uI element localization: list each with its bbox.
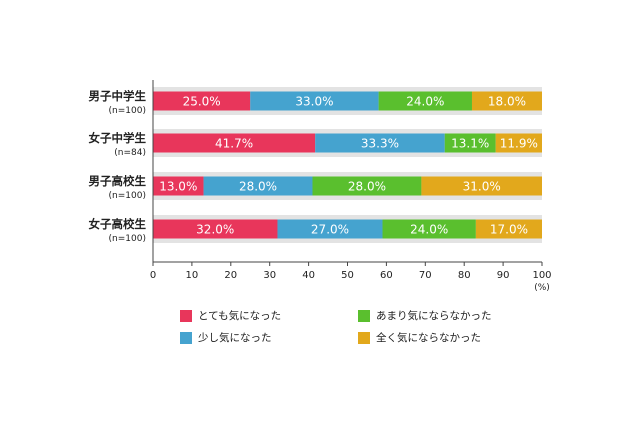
legend-swatch-not-at-all bbox=[358, 331, 370, 344]
bar-segment bbox=[277, 219, 383, 239]
bar-segment bbox=[203, 176, 313, 196]
legend-label-not-much: あまり気にならなかった bbox=[376, 310, 492, 322]
category-label: 男子中学生 bbox=[89, 89, 147, 103]
bar-segment bbox=[471, 91, 542, 111]
x-tick-label: 50 bbox=[341, 270, 354, 281]
data-label: 28.0% bbox=[348, 180, 386, 194]
x-tick-label: 0 bbox=[150, 270, 156, 281]
category-labels: 男子中学生 (n=100) 女子中学生 (n=84) 男子高校生 (n=100) 女子高校生… bbox=[89, 89, 147, 244]
bar-segment bbox=[444, 133, 496, 153]
bar-segment bbox=[153, 91, 251, 111]
data-label: 18.0% bbox=[488, 95, 526, 109]
data-label: 27.0% bbox=[311, 223, 349, 237]
data-label: 41.7% bbox=[215, 137, 253, 151]
data-label: 24.0% bbox=[410, 223, 448, 237]
category-label: 女子中学生 bbox=[89, 131, 147, 145]
legend: とても気になった 少し気になった あまり気にならなかった 全く気にならなかった bbox=[180, 308, 520, 348]
data-label: 25.0% bbox=[183, 95, 221, 109]
bar-segment bbox=[250, 91, 379, 111]
legend-label-not-at-all: 全く気にならなかった bbox=[376, 332, 481, 344]
bar-segment bbox=[421, 176, 542, 196]
x-unit-label: (%) bbox=[534, 283, 550, 293]
legend-item-slightly: 少し気になった bbox=[180, 330, 272, 345]
bar-segment bbox=[153, 133, 316, 153]
legend-label-slightly: 少し気になった bbox=[198, 332, 272, 344]
category-label: 女子高校生 bbox=[89, 217, 147, 231]
x-tick-label: 100 bbox=[532, 270, 551, 281]
x-tick-label: 40 bbox=[302, 270, 315, 281]
data-label: 28.0% bbox=[239, 180, 277, 194]
data-label: 33.3% bbox=[361, 137, 399, 151]
data-label: 33.0% bbox=[295, 95, 333, 109]
bar-segment bbox=[495, 133, 542, 153]
category-sublabel: (n=100) bbox=[109, 234, 146, 244]
category-sublabel: (n=100) bbox=[109, 106, 146, 116]
x-tick-label: 60 bbox=[380, 270, 393, 281]
legend-item-not-much: あまり気にならなかった bbox=[358, 308, 492, 323]
x-tick-label: 80 bbox=[458, 270, 471, 281]
legend-item-not-at-all: 全く気にならなかった bbox=[358, 330, 481, 345]
data-label: 24.0% bbox=[406, 95, 444, 109]
bar-segment bbox=[153, 219, 278, 239]
legend-item-very: とても気になった bbox=[180, 308, 281, 323]
legend-swatch-not-much bbox=[358, 309, 370, 322]
bar-segment bbox=[382, 219, 476, 239]
x-tick-label: 70 bbox=[419, 270, 432, 281]
bar-segments bbox=[153, 91, 542, 239]
legend-swatch-slightly bbox=[180, 331, 192, 344]
x-tick-label: 20 bbox=[224, 270, 237, 281]
data-label: 17.0% bbox=[490, 223, 528, 237]
data-label: 11.9% bbox=[500, 137, 538, 151]
category-sublabel: (n=100) bbox=[109, 191, 146, 201]
x-tick-label: 90 bbox=[497, 270, 510, 281]
data-label: 13.1% bbox=[451, 137, 489, 151]
x-axis: 0 10 20 30 40 50 60 70 80 90 100 (%) bbox=[150, 80, 552, 293]
legend-swatch-very bbox=[180, 309, 192, 322]
category-label: 男子高校生 bbox=[89, 174, 147, 188]
x-tick-label: 30 bbox=[263, 270, 276, 281]
bar-segment bbox=[312, 176, 422, 196]
bar-segment bbox=[475, 219, 542, 239]
data-label: 32.0% bbox=[196, 223, 234, 237]
bar-segment bbox=[153, 176, 204, 196]
legend-label-very: とても気になった bbox=[198, 310, 282, 322]
bar-segment bbox=[315, 133, 445, 153]
data-label: 31.0% bbox=[463, 180, 501, 194]
x-tick-label: 10 bbox=[186, 270, 199, 281]
data-label: 13.0% bbox=[159, 180, 197, 194]
value-labels: 25.0% 33.0% 24.0% 18.0% 41.7% 33.3% 13.1% 11.9%… bbox=[159, 95, 538, 237]
bar-segment bbox=[378, 91, 472, 111]
category-sublabel: (n=84) bbox=[114, 148, 146, 158]
